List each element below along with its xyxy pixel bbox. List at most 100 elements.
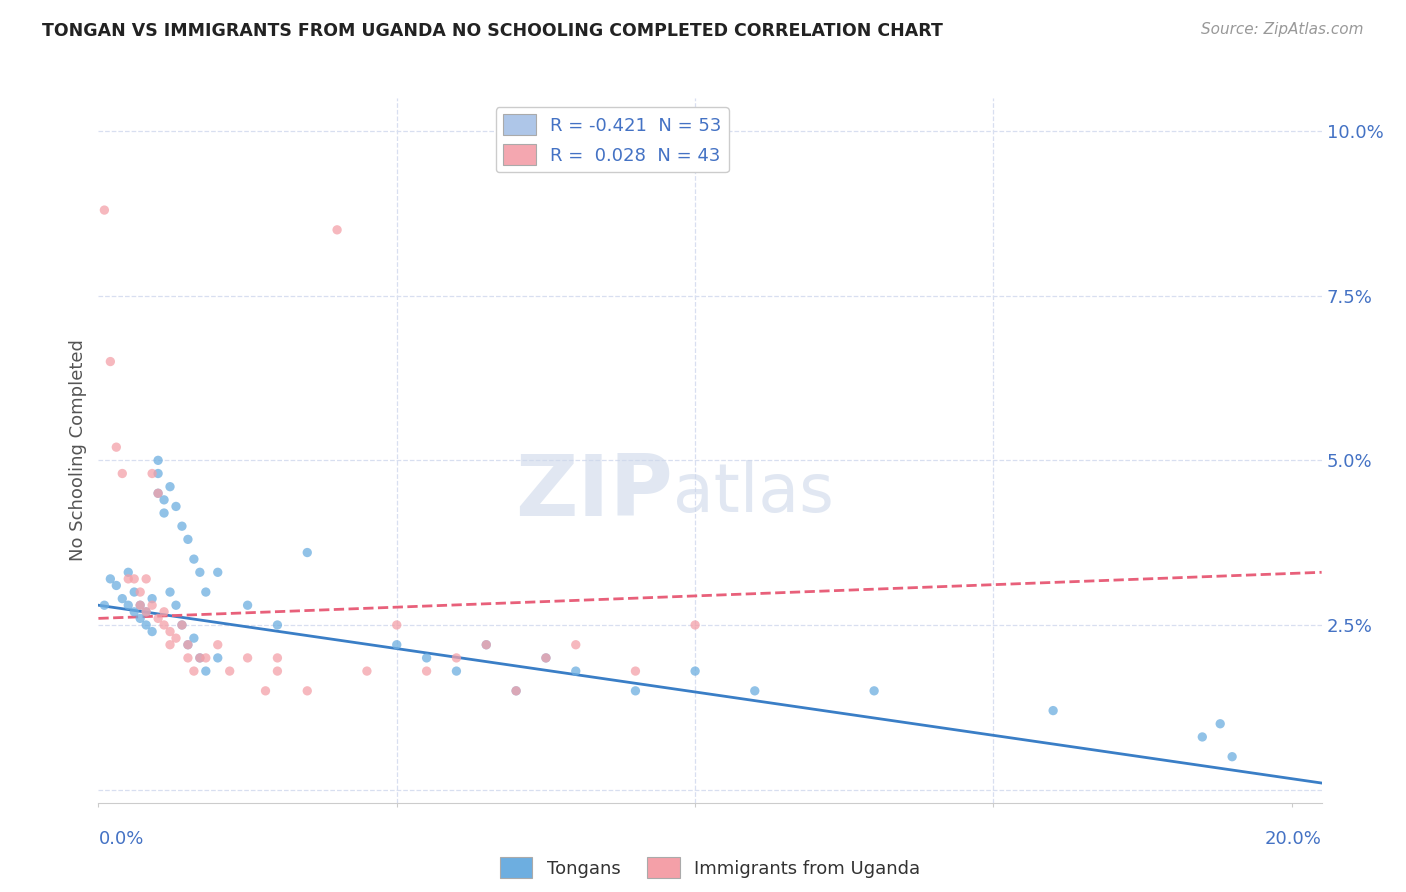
Point <box>165 500 187 514</box>
Text: 20.0%: 20.0% <box>1265 830 1322 847</box>
Point <box>863 683 886 698</box>
Point <box>683 664 706 678</box>
Point <box>188 651 211 665</box>
Point <box>385 638 408 652</box>
Point <box>141 467 163 481</box>
Text: ZIP: ZIP <box>516 451 673 534</box>
Point <box>475 638 498 652</box>
Point <box>165 599 187 613</box>
Point <box>117 572 139 586</box>
Point <box>93 203 115 218</box>
Point <box>129 599 152 613</box>
Point <box>111 467 134 481</box>
Point <box>297 545 319 559</box>
Point <box>165 631 187 645</box>
Point <box>146 453 169 467</box>
Point <box>415 664 437 678</box>
Point <box>207 566 229 580</box>
Point <box>254 683 277 698</box>
Point <box>135 572 157 586</box>
Point <box>1191 730 1213 744</box>
Point <box>194 585 217 599</box>
Point <box>129 585 152 599</box>
Point <box>159 480 181 494</box>
Point <box>194 664 217 678</box>
Point <box>117 599 139 613</box>
Point <box>146 486 169 500</box>
Point <box>93 599 115 613</box>
Point <box>105 440 128 454</box>
Point <box>105 578 128 592</box>
Point <box>153 605 176 619</box>
Point <box>122 572 145 586</box>
Text: 0.0%: 0.0% <box>98 830 143 847</box>
Point <box>117 566 139 580</box>
Point <box>207 651 229 665</box>
Point <box>236 651 259 665</box>
Point <box>159 638 181 652</box>
Point <box>141 599 163 613</box>
Text: TONGAN VS IMMIGRANTS FROM UGANDA NO SCHOOLING COMPLETED CORRELATION CHART: TONGAN VS IMMIGRANTS FROM UGANDA NO SCHO… <box>42 22 943 40</box>
Point <box>135 605 157 619</box>
Point <box>177 651 200 665</box>
Point <box>1209 716 1232 731</box>
Point <box>534 651 557 665</box>
Point <box>415 651 437 665</box>
Point <box>129 599 152 613</box>
Point <box>683 618 706 632</box>
Point <box>159 585 181 599</box>
Point <box>183 664 205 678</box>
Point <box>297 683 319 698</box>
Point <box>266 651 288 665</box>
Point <box>385 618 408 632</box>
Point <box>624 683 647 698</box>
Point <box>153 506 176 520</box>
Point <box>744 683 766 698</box>
Point <box>475 638 498 652</box>
Point <box>141 624 163 639</box>
Point <box>1220 749 1243 764</box>
Legend: Tongans, Immigrants from Uganda: Tongans, Immigrants from Uganda <box>492 850 928 886</box>
Point <box>505 683 527 698</box>
Point <box>183 552 205 566</box>
Point <box>135 605 157 619</box>
Point <box>446 651 468 665</box>
Point <box>135 618 157 632</box>
Text: atlas: atlas <box>673 459 834 525</box>
Point <box>159 624 181 639</box>
Point <box>565 638 588 652</box>
Point <box>188 651 211 665</box>
Point <box>170 618 193 632</box>
Point <box>266 618 288 632</box>
Point <box>141 591 163 606</box>
Point <box>146 486 169 500</box>
Point <box>534 651 557 665</box>
Point <box>446 664 468 678</box>
Point <box>98 354 121 368</box>
Point <box>146 611 169 625</box>
Point <box>177 638 200 652</box>
Point <box>188 566 211 580</box>
Point <box>177 533 200 547</box>
Point <box>356 664 378 678</box>
Point <box>146 467 169 481</box>
Point <box>266 664 288 678</box>
Point <box>170 519 193 533</box>
Point <box>153 618 176 632</box>
Point <box>111 591 134 606</box>
Point <box>177 638 200 652</box>
Y-axis label: No Schooling Completed: No Schooling Completed <box>69 340 87 561</box>
Point <box>207 638 229 652</box>
Point <box>505 683 527 698</box>
Point <box>153 492 176 507</box>
Point <box>218 664 240 678</box>
Point <box>194 651 217 665</box>
Point <box>122 585 145 599</box>
Point <box>1042 704 1064 718</box>
Point <box>565 664 588 678</box>
Point <box>326 223 349 237</box>
Point <box>98 572 121 586</box>
Point <box>170 618 193 632</box>
Point <box>183 631 205 645</box>
Point <box>122 605 145 619</box>
